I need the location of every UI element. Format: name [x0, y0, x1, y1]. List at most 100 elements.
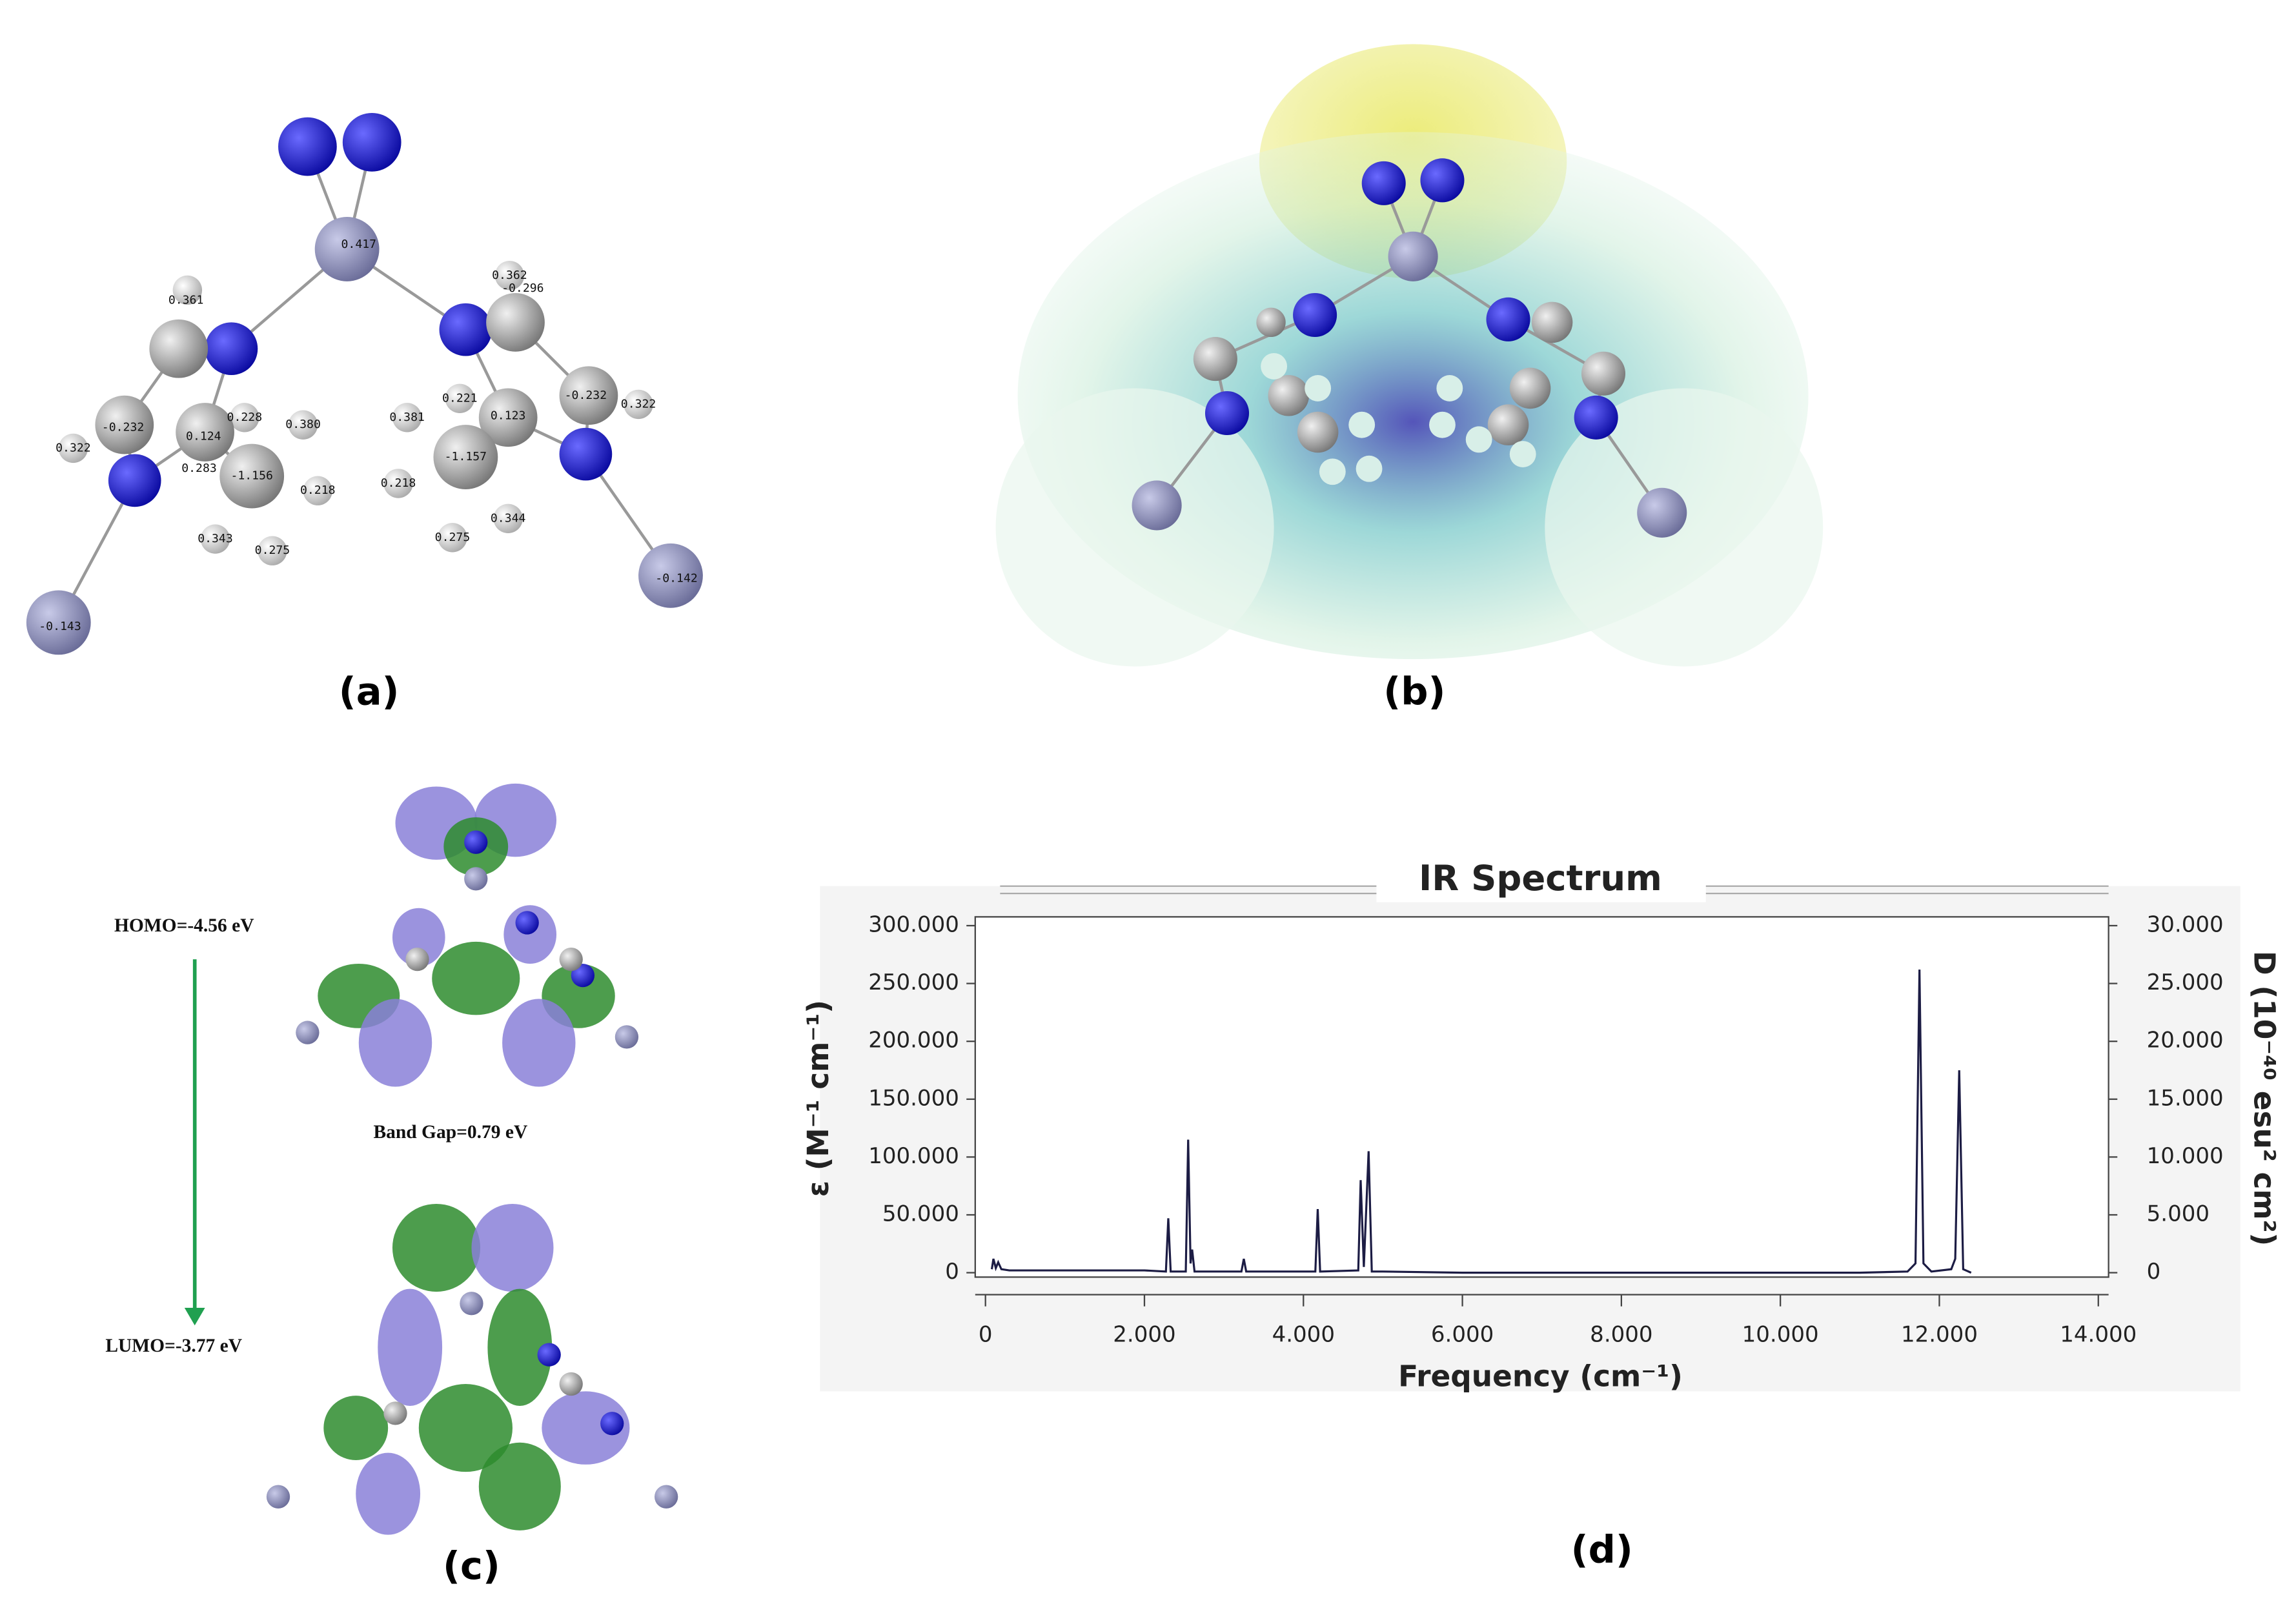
atom	[314, 217, 380, 281]
y-tick-label: 300.000	[868, 911, 959, 937]
atom	[1637, 487, 1687, 538]
atom-charge: 0.275	[255, 544, 290, 557]
orbital-lobe	[392, 908, 445, 967]
plot-area	[974, 916, 2109, 1278]
molecule-charges: 0.417 -0.143 -0.142 0.362-0.296 0.361 -0.232 0…	[26, 112, 703, 655]
band-gap-label: Band Gap=0.79 eV	[373, 1122, 527, 1143]
atom	[258, 536, 287, 565]
atom	[303, 476, 332, 505]
atom	[559, 427, 613, 481]
atom	[230, 403, 259, 432]
ir-chart: IR Spectrum 0 2.000 4.000 6.000 8.000 10.000 12…	[801, 857, 2281, 1394]
atom	[383, 469, 413, 498]
y2-tick-label: 15.000	[2147, 1085, 2224, 1111]
atom	[1581, 351, 1626, 396]
atom-charge: 0.380	[285, 418, 321, 431]
atom	[1574, 395, 1618, 440]
y2-tick-label: 5.000	[2147, 1201, 2210, 1227]
atom	[1132, 480, 1182, 531]
orbital-lobe	[418, 1384, 513, 1472]
atom-charge: 0.417	[341, 238, 377, 251]
y2-axis-label: D (10⁻⁴⁰ esu² cm²)	[2247, 951, 2281, 1246]
atom	[1486, 297, 1530, 341]
atom	[172, 275, 203, 305]
atom	[537, 1343, 561, 1367]
atom	[559, 948, 583, 971]
atom-charge: 0.221	[442, 391, 478, 405]
atom	[1361, 161, 1406, 205]
atom	[288, 410, 318, 440]
y-tick-label: 200.000	[868, 1028, 959, 1053]
panel-label: (d)	[1571, 1527, 1633, 1572]
atom	[296, 1021, 320, 1044]
atom-charge: -0.232	[102, 421, 144, 434]
atom	[1531, 301, 1573, 343]
atom	[478, 388, 538, 447]
atom	[1256, 307, 1286, 338]
chart-title: IR Spectrum	[1419, 857, 1662, 899]
atom	[278, 117, 337, 176]
atom-charge: 0.228	[227, 411, 263, 424]
atom	[383, 1401, 407, 1425]
atom	[600, 1412, 624, 1436]
electrostatic-potential	[995, 44, 1824, 667]
atom	[439, 303, 493, 356]
y-tick-label: 50.000	[882, 1201, 959, 1227]
y2-tick-label: 25.000	[2147, 970, 2224, 995]
atom	[58, 433, 88, 463]
y-axis-label: ε (M⁻¹ cm⁻¹)	[801, 1000, 835, 1197]
atom	[1388, 231, 1438, 281]
panel-label: (a)	[339, 669, 400, 714]
atom-charge: 0.275	[435, 531, 471, 544]
atom	[638, 543, 703, 608]
atom	[1297, 411, 1339, 453]
atom	[460, 1292, 483, 1316]
orbital-lobe	[502, 999, 576, 1087]
atom-charge: 0.343	[198, 532, 233, 545]
atom	[405, 948, 429, 971]
atom	[1429, 411, 1456, 438]
atom	[655, 1485, 678, 1509]
orbital-lobe	[471, 1203, 554, 1292]
atom	[200, 524, 230, 554]
atom	[1487, 404, 1529, 445]
atom	[149, 319, 208, 378]
orbital-lobe	[356, 1452, 421, 1535]
atom	[1356, 455, 1383, 482]
atom	[464, 830, 488, 854]
atom-charge: 0.381	[389, 411, 425, 424]
lumo-label: LUMO=-3.77 eV	[105, 1336, 242, 1356]
atom	[392, 403, 422, 432]
spectrum-line	[990, 970, 1972, 1274]
atom	[559, 366, 618, 425]
atom-charge: -0.143	[39, 620, 81, 633]
panel-label: (b)	[1383, 669, 1445, 714]
atom	[438, 523, 467, 553]
atom-charge: 0.124	[186, 429, 221, 443]
x-tick-label: 0	[979, 1322, 993, 1348]
atom	[1293, 292, 1337, 338]
arrow-head	[184, 1308, 205, 1326]
atom-charge: 0.218	[381, 476, 416, 490]
atom	[219, 443, 285, 509]
x-axis-label: Frequency (cm⁻¹)	[1398, 1359, 1683, 1393]
y2-tick-label: 0	[2147, 1259, 2161, 1285]
orbital-lobe	[392, 1203, 481, 1292]
x-tick-label: 6.000	[1431, 1322, 1494, 1348]
y2-tick-label: 20.000	[2147, 1028, 2224, 1053]
atom	[1193, 337, 1237, 381]
atom	[95, 395, 154, 454]
orbital-lobe	[323, 1396, 389, 1460]
atom-charge: -0.232	[565, 389, 607, 402]
x-tick-label: 12.000	[1901, 1322, 1978, 1348]
orbital-lobe	[432, 941, 520, 1015]
homo-label: HOMO=-4.56 eV	[114, 915, 254, 936]
atom-charge: 0.218	[300, 483, 336, 497]
atom	[1268, 375, 1310, 416]
potential-surface	[995, 388, 1274, 667]
orbital-lobe	[487, 1288, 553, 1407]
atom	[1509, 367, 1551, 409]
x-tick-label: 4.000	[1272, 1322, 1335, 1348]
panel-label: (c)	[443, 1543, 500, 1588]
